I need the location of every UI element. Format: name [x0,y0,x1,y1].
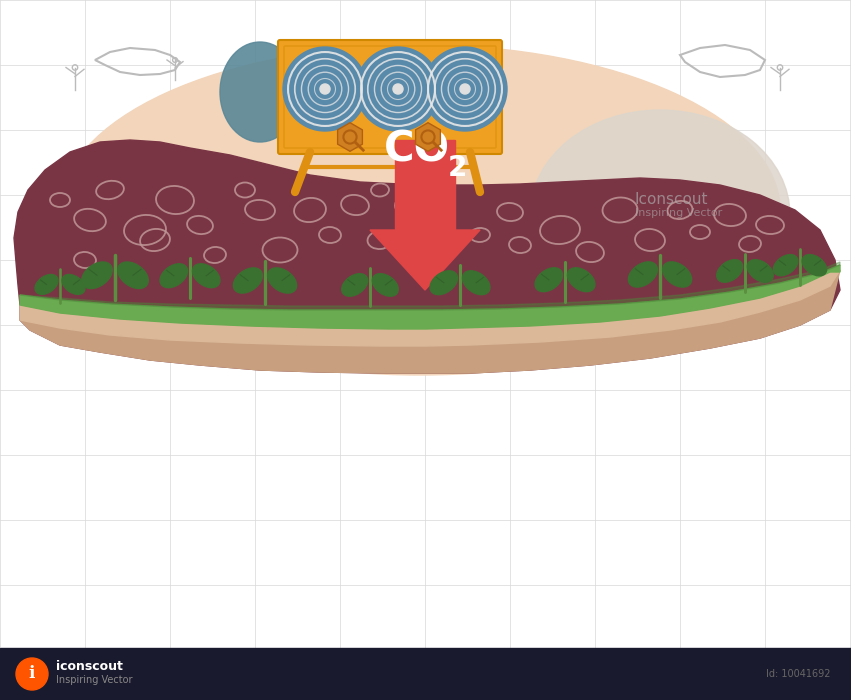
Polygon shape [20,270,840,346]
Ellipse shape [663,262,692,287]
Ellipse shape [717,260,743,282]
Ellipse shape [535,268,563,292]
Ellipse shape [342,274,368,296]
Bar [0,648,851,700]
Text: CO: CO [384,129,450,171]
Ellipse shape [62,274,85,295]
Ellipse shape [82,262,112,288]
Text: Inspiring Vector: Inspiring Vector [56,675,133,685]
Polygon shape [338,122,363,151]
Polygon shape [370,230,480,290]
Polygon shape [20,265,840,329]
Ellipse shape [774,255,798,276]
Ellipse shape [530,110,790,320]
FancyBboxPatch shape [278,40,502,154]
Ellipse shape [267,268,297,293]
Ellipse shape [747,260,774,282]
Ellipse shape [117,262,148,288]
Circle shape [320,84,330,94]
Ellipse shape [628,262,658,287]
Ellipse shape [372,274,398,296]
Circle shape [283,47,367,131]
Polygon shape [20,270,840,373]
Ellipse shape [220,42,300,142]
Text: i: i [29,666,35,682]
Ellipse shape [462,271,490,295]
Ellipse shape [233,268,262,293]
Ellipse shape [35,274,58,295]
Bar [395,140,455,230]
Ellipse shape [192,264,220,288]
Text: Id: 10041692: Id: 10041692 [766,669,830,679]
Polygon shape [14,140,840,373]
Circle shape [16,658,48,690]
Ellipse shape [568,268,595,292]
Ellipse shape [60,45,780,375]
Polygon shape [20,262,840,310]
Text: iconscout: iconscout [56,659,123,673]
Text: 2: 2 [448,154,466,182]
Ellipse shape [802,255,826,276]
Ellipse shape [160,264,187,288]
Polygon shape [415,122,440,151]
Circle shape [423,47,507,131]
Circle shape [460,84,470,94]
Circle shape [393,84,403,94]
Text: Inspiring Vector: Inspiring Vector [635,208,722,218]
Circle shape [356,47,440,131]
Text: Iconscout: Iconscout [635,193,709,207]
FancyBboxPatch shape [284,46,496,148]
Ellipse shape [430,271,458,295]
